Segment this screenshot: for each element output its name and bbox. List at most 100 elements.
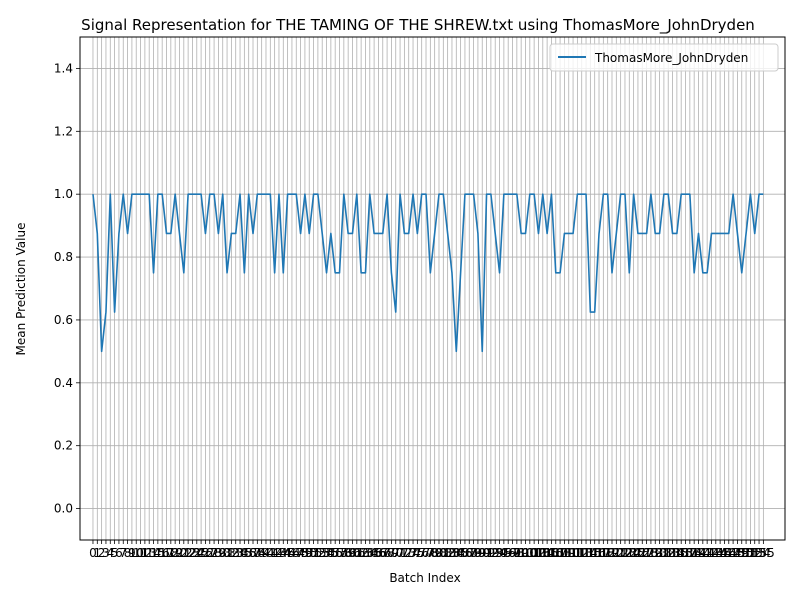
x-tick-label: 136 (670, 546, 693, 560)
x-tick-label: 30 (215, 546, 230, 560)
chart-title: Signal Representation for THE TAMING OF … (81, 16, 755, 35)
x-tick-label: 110 (557, 546, 580, 560)
x-tick-label: 103 (527, 546, 550, 560)
x-tick-label: 52 (310, 546, 325, 560)
x-tick-label: 82 (440, 546, 455, 560)
x-tick-label: 64 (362, 546, 377, 560)
x-tick-label: 146 (713, 546, 736, 560)
x-tick-label: 31 (219, 546, 234, 560)
x-tick-label: 135 (665, 546, 688, 560)
x-tick-label: 116 (583, 546, 606, 560)
x-tick-label: 56 (328, 546, 343, 560)
y-tick-label: 1.4 (54, 61, 73, 75)
x-tick-label: 114 (575, 546, 598, 560)
x-tick-label: 81 (436, 546, 451, 560)
x-tick-label: 112 (566, 546, 589, 560)
x-tick-label: 88 (466, 546, 481, 560)
series-line-ThomasMore_JohnDryden (92, 193, 764, 353)
x-tick-label: 123 (614, 546, 637, 560)
x-tick-label: 148 (722, 546, 745, 560)
x-tick-label: 34 (232, 546, 247, 560)
x-tick-label: 17 (159, 546, 174, 560)
x-tick-label: 61 (349, 546, 364, 560)
y-tick-label: 0.2 (54, 439, 73, 453)
y-axis: 0.0 0.2 0.4 0.6 0.8 1.0 1.2 1.4 (54, 61, 80, 516)
x-tick-label: 99 (514, 546, 529, 560)
x-tick-label: 80 (431, 546, 446, 560)
x-tick-label: 111 (562, 546, 585, 560)
x-tick-label: 74 (405, 546, 420, 560)
series-layer (92, 193, 764, 353)
x-tick-label: 77 (418, 546, 433, 560)
x-tick-label: 11 (133, 546, 148, 560)
x-tick-label: 85 (453, 546, 468, 560)
x-tick-label: 108 (549, 546, 572, 560)
x-tick-label: 83 (444, 546, 459, 560)
x-tick-label: 90 (475, 546, 490, 560)
x-axis: 0123456789101112131415161718192021222324… (89, 540, 775, 560)
plot-area (80, 37, 785, 540)
x-tick-label: 140 (687, 546, 710, 560)
x-tick-label: 6 (115, 546, 123, 560)
x-tick-label: 32 (224, 546, 239, 560)
x-tick-label: 16 (155, 546, 170, 560)
x-tick-label: 104 (531, 546, 554, 560)
x-tick-label: 130 (644, 546, 667, 560)
x-tick-label: 57 (332, 546, 347, 560)
x-tick-label: 41 (263, 546, 278, 560)
x-tick-label: 46 (284, 546, 299, 560)
x-tick-label: 44 (276, 546, 291, 560)
x-tick-label: 63 (358, 546, 373, 560)
x-tick-label: 86 (457, 546, 472, 560)
x-tick-label: 14 (146, 546, 161, 560)
x-tick-label: 128 (635, 546, 658, 560)
x-tick-label: 55 (323, 546, 338, 560)
x-tick-label: 118 (592, 546, 615, 560)
x-tick-label: 98 (509, 546, 524, 560)
y-tick-label: 1.2 (54, 124, 73, 138)
x-tick-label: 105 (536, 546, 559, 560)
legend: ThomasMore_JohnDryden (549, 43, 779, 72)
x-tick-label: 127 (631, 546, 654, 560)
x-tick-label: 143 (700, 546, 723, 560)
x-tick-label: 0 (89, 546, 97, 560)
x-tick-label: 121 (605, 546, 628, 560)
legend-box (549, 43, 779, 72)
x-tick-label: 25 (193, 546, 208, 560)
x-tick-label: 39 (254, 546, 269, 560)
x-tick-label: 119 (596, 546, 619, 560)
x-tick-label: 24 (189, 546, 204, 560)
x-tick-label: 1 (93, 546, 101, 560)
x-tick-label: 79 (427, 546, 442, 560)
x-tick-label: 153 (743, 546, 766, 560)
y-tick-label: 0.6 (54, 313, 73, 327)
y-axis-label: Mean Prediction Value (14, 223, 28, 356)
x-tick-label: 2 (98, 546, 106, 560)
x-tick-label: 59 (341, 546, 356, 560)
x-tick-label: 67 (375, 546, 390, 560)
x-tick-label: 10 (129, 546, 144, 560)
y-tick-label: 0.8 (54, 250, 73, 264)
x-tick-label: 13 (142, 546, 157, 560)
x-tick-label: 95 (496, 546, 511, 560)
x-tick-label: 107 (544, 546, 567, 560)
x-tick-label: 21 (176, 546, 191, 560)
x-tick-label: 18 (163, 546, 178, 560)
x-tick-label: 3 (102, 546, 110, 560)
x-tick-label: 152 (739, 546, 762, 560)
x-tick-label: 147 (717, 546, 740, 560)
x-tick-label: 131 (648, 546, 671, 560)
x-tick-label: 47 (289, 546, 304, 560)
x-tick-label: 102 (523, 546, 546, 560)
x-tick-label: 137 (674, 546, 697, 560)
x-tick-label: 124 (618, 546, 641, 560)
x-tick-label: 145 (709, 546, 732, 560)
x-tick-label: 132 (652, 546, 675, 560)
x-tick-label: 29 (211, 546, 226, 560)
x-tick-label: 78 (423, 546, 438, 560)
x-tick-label: 126 (626, 546, 649, 560)
x-tick-label: 97 (505, 546, 520, 560)
x-tick-label: 155 (752, 546, 775, 560)
x-tick-label: 15 (150, 546, 165, 560)
